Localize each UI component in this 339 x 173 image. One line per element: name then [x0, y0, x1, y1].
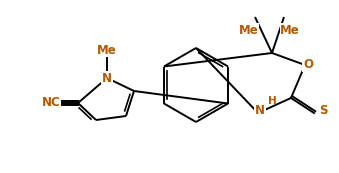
- Text: Me: Me: [239, 24, 259, 37]
- Text: N: N: [102, 71, 112, 84]
- Text: NC: NC: [42, 97, 60, 110]
- Text: Me: Me: [97, 43, 117, 57]
- Text: H: H: [268, 96, 277, 106]
- Text: Me: Me: [280, 24, 300, 37]
- Text: N: N: [255, 104, 265, 117]
- Text: O: O: [303, 58, 313, 71]
- Text: S: S: [319, 104, 327, 117]
